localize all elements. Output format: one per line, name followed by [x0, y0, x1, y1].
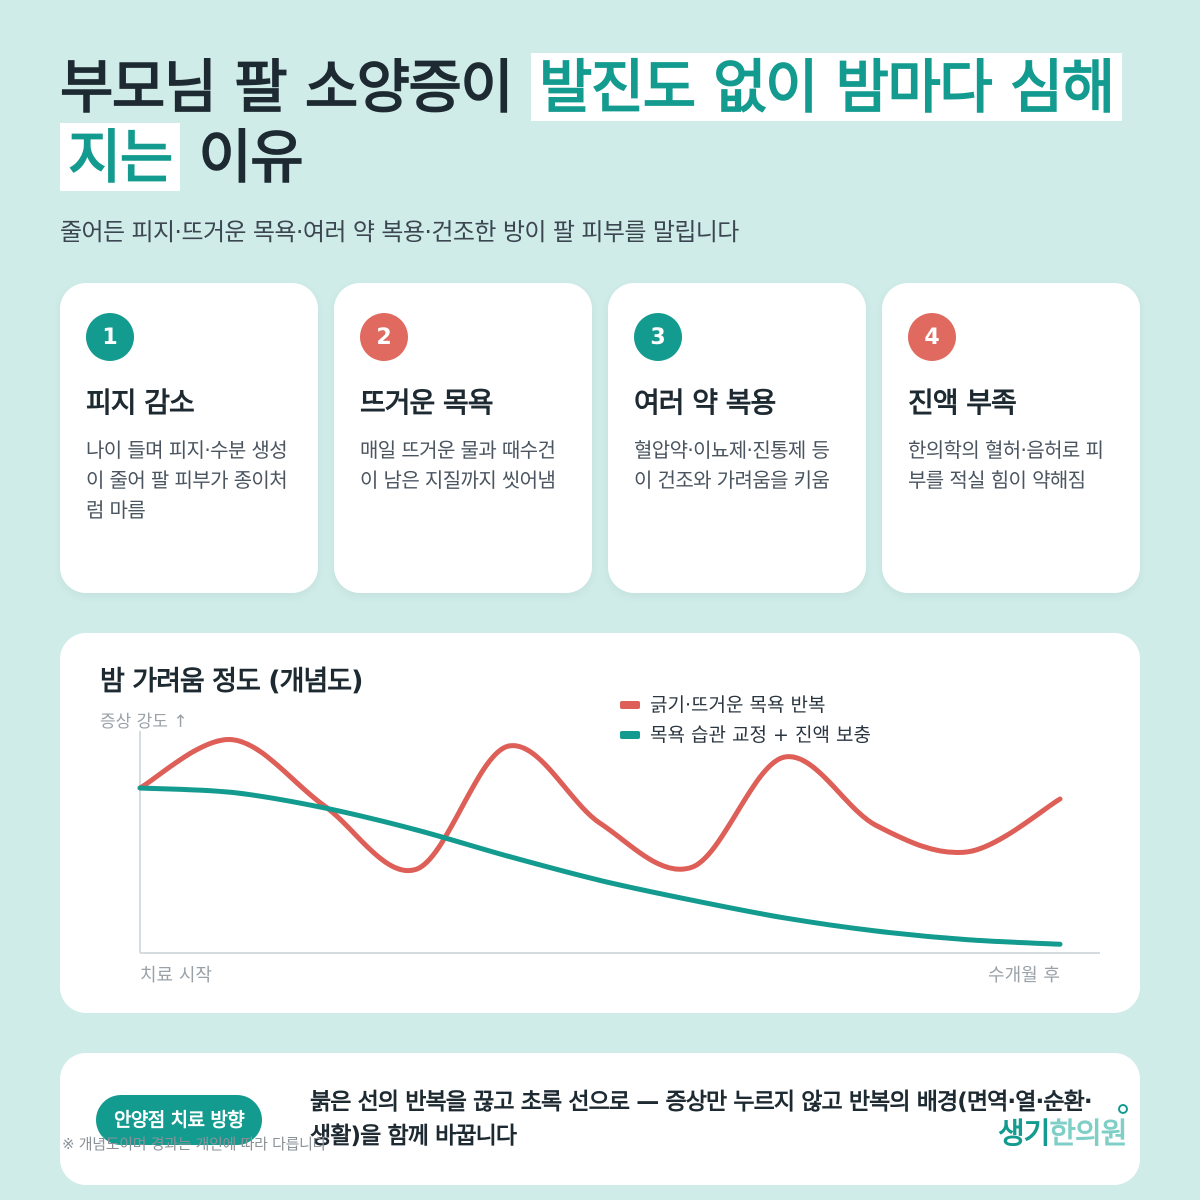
cause-card-2: 2 뜨거운 목욕 매일 뜨거운 물과 때수건이 남은 지질까지 씻어냄: [334, 283, 592, 593]
card-number-badge: 2: [360, 313, 408, 361]
logo-circle-icon: [1118, 1104, 1128, 1114]
card-number-badge: 4: [908, 313, 956, 361]
page-subtitle: 줄어든 피지·뜨거운 목욕·여러 약 복용·건조한 방이 팔 피부를 말립니다: [60, 218, 739, 246]
cause-card-3: 3 여러 약 복용 혈압약·이뇨제·진통제 등이 건조와 가려움을 키움: [608, 283, 866, 593]
card-title: 진액 부족: [908, 386, 1017, 419]
x-tick-label-start: 치료 시작: [140, 965, 212, 986]
legend-label-1: 긁기·뜨거운 목욕 반복: [650, 694, 825, 716]
footnote: ※ 개념도이며 경과는 개인에 따라 다릅니다: [62, 1135, 327, 1153]
title-part2: 이유: [198, 123, 303, 191]
cause-card-1: 1 피지 감소 나이 들며 피지·수분 생성이 줄어 팔 피부가 종이처럼 마름: [60, 283, 318, 593]
card-description: 나이 들며 피지·수분 생성이 줄어 팔 피부가 종이처럼 마름: [86, 438, 288, 522]
card-description: 한의학의 혈허·음허로 피부를 적실 힘이 약해짐: [908, 438, 1104, 492]
x-tick-label-end: 수개월 후: [988, 965, 1060, 986]
card-number-badge: 3: [634, 313, 682, 361]
series-line-2: [137, 785, 1063, 947]
clinic-badge: 안양점 치료 방향: [96, 1095, 263, 1145]
card-title: 뜨거운 목욕: [360, 386, 494, 419]
legend-swatch-2: [620, 731, 640, 739]
card-description: 혈압약·이뇨제·진통제 등이 건조와 가려움을 키움: [634, 438, 830, 492]
treatment-panel: 안양점 치료 방향 붉은 선의 반복을 끊고 초록 선으로 — 증상만 누르지 …: [60, 1053, 1140, 1185]
title-part1: 부모님 팔 소양증이: [60, 53, 514, 121]
logo-part2: 한의원: [1049, 1116, 1127, 1150]
card-number-badge: 1: [86, 313, 134, 361]
card-title: 피지 감소: [86, 386, 195, 419]
chart-title: 밤 가려움 정도 (개념도): [100, 666, 363, 697]
legend-swatch-1: [620, 701, 640, 709]
cause-card-4: 4 진액 부족 한의학의 혈허·음허로 피부를 적실 힘이 약해짐: [882, 283, 1140, 593]
card-description: 매일 뜨거운 물과 때수건이 남은 지질까지 씻어냄: [360, 438, 556, 492]
legend-label-2: 목욕 습관 교정 + 진액 보충: [650, 724, 871, 746]
logo-part1: 생기: [998, 1116, 1050, 1150]
cause-cards: 1 피지 감소 나이 들며 피지·수분 생성이 줄어 팔 피부가 종이처럼 마름…: [60, 283, 1140, 593]
card-title: 여러 약 복용: [634, 386, 776, 419]
clinic-logo: 생기한의원: [998, 1110, 1127, 1152]
series-line-1: [137, 737, 1063, 874]
y-axis-label: 증상 강도 ↑: [100, 712, 188, 732]
page-title: 부모님 팔 소양증이 발진도 없이 밤마다 심해지는 이유: [60, 52, 1140, 192]
treatment-text: 붉은 선의 반복을 끊고 초록 선으로 — 증상만 누르지 않고 반복의 배경(…: [310, 1089, 1093, 1149]
